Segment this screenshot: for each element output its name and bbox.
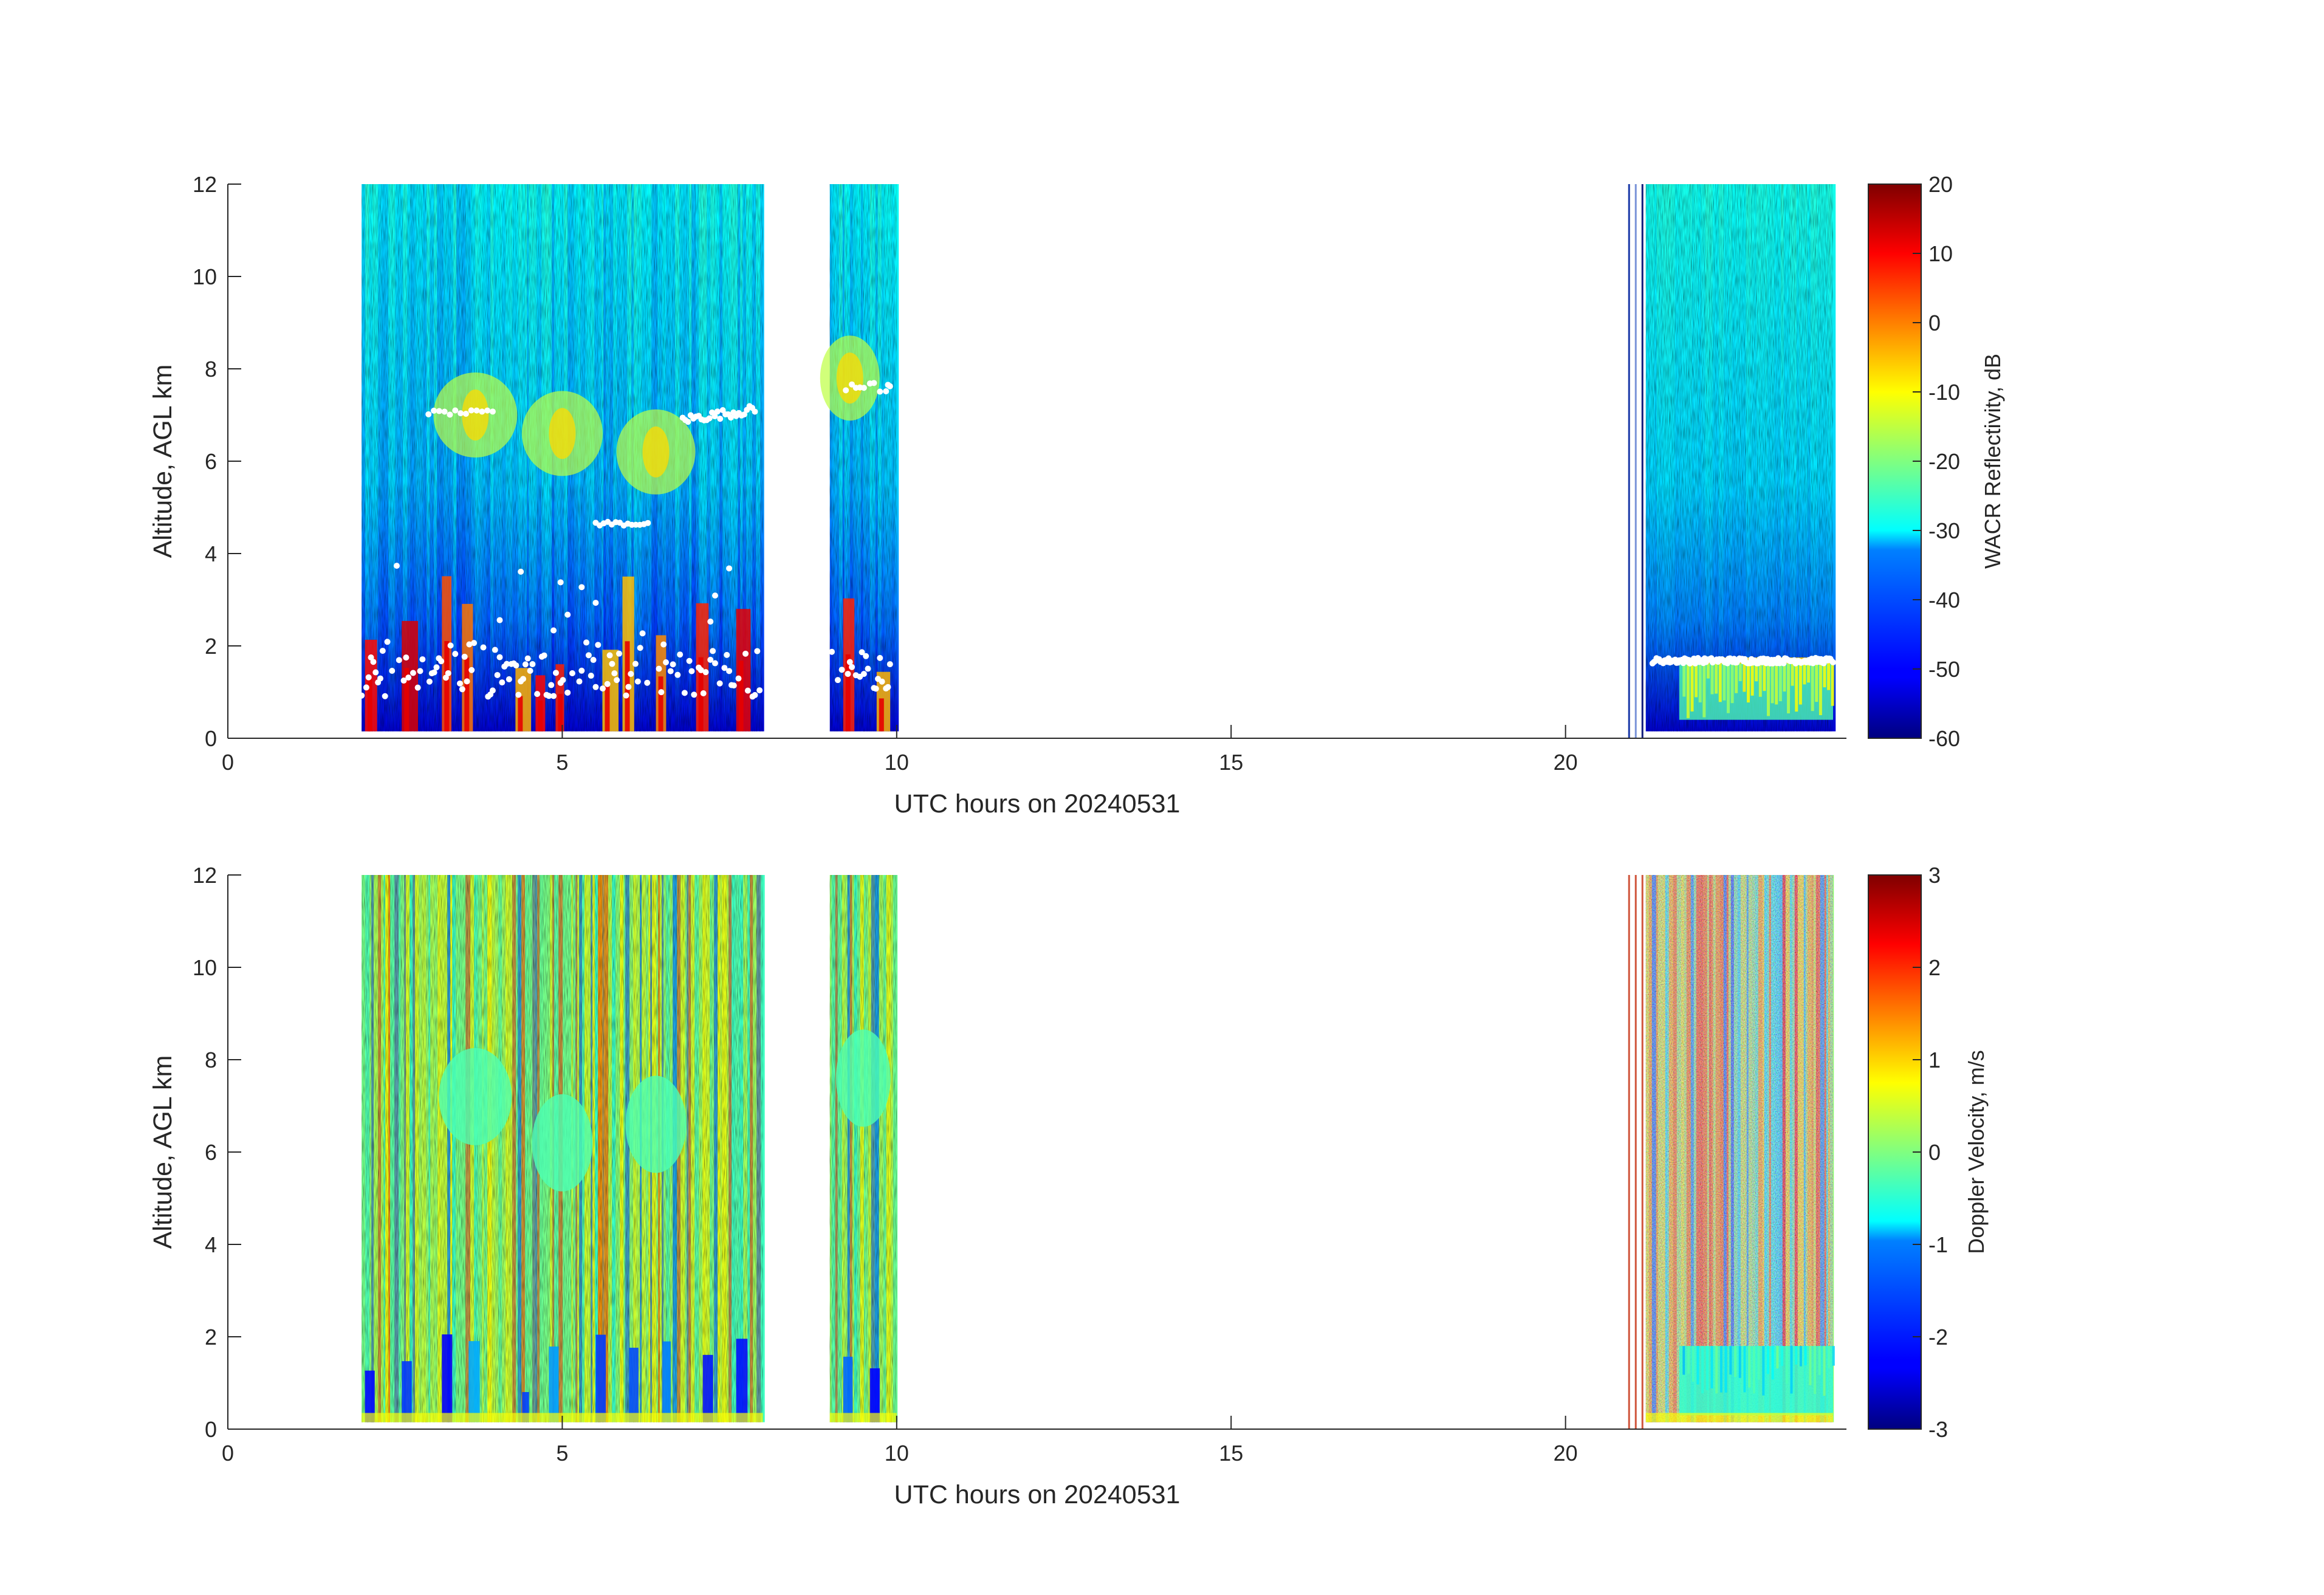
y-tick-label: 12 xyxy=(193,863,217,888)
y-tick-label: 10 xyxy=(193,955,217,980)
colorbar-tick-label: -50 xyxy=(1928,657,1960,682)
x-tick-label: 5 xyxy=(556,750,568,775)
y-tick-label: 8 xyxy=(205,357,217,382)
colorbar-tick-label: 1 xyxy=(1928,1048,1941,1072)
y-tick-label: 4 xyxy=(205,541,217,566)
x-tick-label: 5 xyxy=(556,1441,568,1466)
colorbar-tick-label: 0 xyxy=(1928,310,1941,335)
reflectivity-xlabel: UTC hours on 20240531 xyxy=(894,789,1181,818)
y-tick-label: 4 xyxy=(205,1232,217,1257)
reflectivity-heatmap xyxy=(362,184,1836,738)
x-tick-label: 0 xyxy=(222,750,234,775)
y-tick-label: 0 xyxy=(205,1417,217,1442)
x-tick-label: 10 xyxy=(885,1441,909,1466)
colorbar-tick-label: -1 xyxy=(1928,1232,1948,1257)
reflectivity-colorbar-label: WACR Reflectivity, dB xyxy=(1980,354,2005,569)
colorbar-tick-label: -40 xyxy=(1928,588,1960,612)
colorbar-tick-label: 3 xyxy=(1928,863,1941,888)
colorbar-tick-label: -20 xyxy=(1928,449,1960,474)
x-tick-label: 10 xyxy=(885,750,909,775)
colorbar-gradient xyxy=(1868,184,1922,739)
doppler-axes: 0 5 10 15 20 0 2 4 6 8 10 12 xyxy=(193,863,1846,1466)
y-tick-label: 6 xyxy=(205,1140,217,1165)
colorbar-gradient xyxy=(1868,874,1922,1430)
doppler-colorbar: -3 -2 -1 0 1 2 3 xyxy=(1868,863,1948,1442)
colorbar-tick-label: -10 xyxy=(1928,380,1960,405)
colorbar-tick-label: 10 xyxy=(1928,241,1953,266)
colorbar-tick-label: 2 xyxy=(1928,955,1941,980)
y-tick-label: 12 xyxy=(193,172,217,197)
colorbar-tick-label: 0 xyxy=(1928,1140,1941,1165)
doppler-heatmap xyxy=(362,875,1835,1429)
y-tick-label: 6 xyxy=(205,449,217,474)
reflectivity-axes: 0 5 10 15 20 0 2 4 6 8 10 12 xyxy=(193,172,1846,775)
y-tick-label: 2 xyxy=(205,1325,217,1350)
colorbar-tick-label: -3 xyxy=(1928,1417,1948,1442)
reflectivity-ylabel: Altitude, AGL km xyxy=(148,365,177,558)
y-tick-label: 0 xyxy=(205,726,217,751)
y-tick-label: 2 xyxy=(205,634,217,659)
x-tick-label: 15 xyxy=(1219,1441,1243,1466)
x-tick-label: 20 xyxy=(1554,750,1578,775)
doppler-colorbar-label: Doppler Velocity, m/s xyxy=(1964,1050,1989,1254)
cloud-base-markers xyxy=(358,380,1836,700)
doppler-ylabel: Altitude, AGL km xyxy=(148,1055,177,1249)
x-tick-label: 0 xyxy=(222,1441,234,1466)
x-tick-label: 20 xyxy=(1554,1441,1578,1466)
y-tick-label: 8 xyxy=(205,1048,217,1072)
colorbar-tick-label: -2 xyxy=(1928,1325,1948,1350)
colorbar-tick-label: -30 xyxy=(1928,518,1960,543)
colorbar-tick-label: -60 xyxy=(1928,726,1960,751)
reflectivity-colorbar: -60 -50 -40 -30 -20 -10 0 10 20 xyxy=(1868,172,1960,751)
doppler-xlabel: UTC hours on 20240531 xyxy=(894,1480,1181,1509)
x-tick-label: 15 xyxy=(1219,750,1243,775)
y-tick-label: 10 xyxy=(193,264,217,289)
colorbar-tick-label: 20 xyxy=(1928,172,1953,197)
